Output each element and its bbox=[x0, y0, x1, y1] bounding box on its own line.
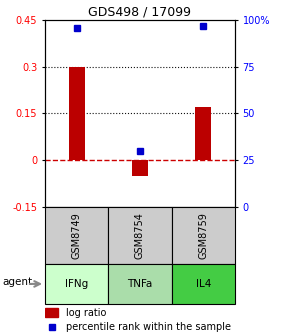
Bar bbox=[132, 160, 148, 175]
Text: GSM8749: GSM8749 bbox=[72, 212, 81, 259]
Bar bbox=[69, 67, 84, 160]
Text: IFNg: IFNg bbox=[65, 279, 88, 289]
Text: agent: agent bbox=[2, 277, 32, 287]
Text: GSM8754: GSM8754 bbox=[135, 212, 145, 259]
Text: log ratio: log ratio bbox=[66, 308, 106, 318]
Bar bbox=[45, 308, 58, 317]
Title: GDS498 / 17099: GDS498 / 17099 bbox=[88, 6, 191, 19]
Text: GSM8759: GSM8759 bbox=[198, 212, 208, 259]
Text: percentile rank within the sample: percentile rank within the sample bbox=[66, 322, 231, 332]
Bar bbox=[195, 107, 211, 160]
Text: IL4: IL4 bbox=[195, 279, 211, 289]
Text: TNFa: TNFa bbox=[127, 279, 153, 289]
